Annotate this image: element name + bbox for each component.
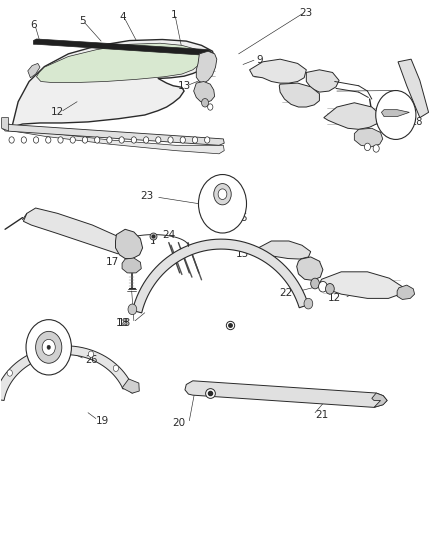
- Text: 28: 28: [410, 117, 423, 127]
- Polygon shape: [132, 239, 308, 313]
- Circle shape: [35, 332, 62, 364]
- Polygon shape: [354, 128, 383, 147]
- Circle shape: [82, 137, 88, 143]
- Polygon shape: [194, 82, 215, 103]
- Polygon shape: [28, 63, 40, 78]
- Text: 5: 5: [79, 16, 86, 26]
- Circle shape: [304, 298, 313, 309]
- Text: 23: 23: [140, 191, 153, 201]
- Circle shape: [373, 145, 379, 152]
- Circle shape: [131, 137, 137, 143]
- Polygon shape: [12, 39, 215, 128]
- Circle shape: [128, 304, 137, 314]
- Circle shape: [201, 99, 208, 107]
- Text: 22: 22: [279, 288, 292, 298]
- Circle shape: [113, 365, 119, 372]
- Circle shape: [47, 345, 50, 350]
- Circle shape: [208, 104, 213, 110]
- Text: 20: 20: [172, 418, 185, 428]
- Polygon shape: [185, 381, 387, 407]
- Polygon shape: [122, 379, 139, 393]
- Circle shape: [180, 137, 185, 143]
- Polygon shape: [2, 118, 9, 131]
- Circle shape: [30, 353, 35, 360]
- Text: 21: 21: [315, 410, 328, 421]
- Text: 4: 4: [120, 12, 126, 22]
- Polygon shape: [3, 120, 224, 146]
- Circle shape: [168, 137, 173, 143]
- Text: 13: 13: [236, 249, 249, 259]
- Text: 1: 1: [171, 10, 177, 20]
- Polygon shape: [122, 258, 141, 273]
- Circle shape: [26, 320, 71, 375]
- Polygon shape: [3, 126, 224, 154]
- Text: 23: 23: [300, 8, 313, 18]
- Polygon shape: [306, 70, 339, 92]
- Circle shape: [107, 137, 112, 143]
- Polygon shape: [250, 59, 306, 83]
- Circle shape: [119, 137, 124, 143]
- Circle shape: [311, 278, 319, 289]
- Circle shape: [59, 347, 64, 353]
- Circle shape: [198, 174, 247, 233]
- Circle shape: [214, 183, 231, 205]
- Circle shape: [9, 137, 14, 143]
- Text: 26: 26: [85, 355, 98, 365]
- Circle shape: [33, 137, 39, 143]
- Circle shape: [130, 387, 135, 393]
- Circle shape: [205, 137, 210, 143]
- Polygon shape: [36, 43, 201, 83]
- Text: 12: 12: [328, 293, 341, 303]
- Polygon shape: [397, 285, 415, 300]
- Text: 9: 9: [256, 55, 263, 65]
- Circle shape: [95, 137, 100, 143]
- Polygon shape: [381, 110, 410, 117]
- Circle shape: [46, 137, 51, 143]
- Circle shape: [318, 281, 327, 292]
- Circle shape: [192, 137, 198, 143]
- Circle shape: [58, 137, 63, 143]
- Circle shape: [155, 137, 161, 143]
- Polygon shape: [0, 346, 132, 400]
- Circle shape: [88, 351, 94, 358]
- Circle shape: [218, 189, 227, 199]
- Circle shape: [21, 137, 26, 143]
- Polygon shape: [324, 103, 381, 130]
- Polygon shape: [279, 83, 319, 107]
- Text: 24: 24: [162, 230, 176, 240]
- Polygon shape: [372, 393, 387, 407]
- Circle shape: [42, 340, 55, 356]
- Circle shape: [376, 91, 416, 140]
- Polygon shape: [297, 257, 323, 280]
- Polygon shape: [33, 39, 212, 55]
- Circle shape: [364, 143, 371, 151]
- Text: 12: 12: [51, 107, 64, 117]
- Text: 6: 6: [31, 20, 37, 30]
- Text: 18: 18: [117, 318, 131, 328]
- Polygon shape: [23, 208, 130, 254]
- Polygon shape: [196, 51, 217, 83]
- Text: 18: 18: [116, 318, 130, 328]
- Polygon shape: [398, 59, 428, 118]
- Text: 17: 17: [105, 257, 119, 266]
- Circle shape: [325, 284, 334, 294]
- Polygon shape: [319, 272, 403, 298]
- Polygon shape: [255, 241, 311, 259]
- Text: 13: 13: [177, 82, 191, 91]
- Polygon shape: [116, 229, 143, 259]
- Text: 25: 25: [236, 213, 248, 223]
- Circle shape: [144, 137, 149, 143]
- Circle shape: [70, 137, 75, 143]
- Circle shape: [7, 370, 12, 376]
- Text: 19: 19: [96, 416, 109, 426]
